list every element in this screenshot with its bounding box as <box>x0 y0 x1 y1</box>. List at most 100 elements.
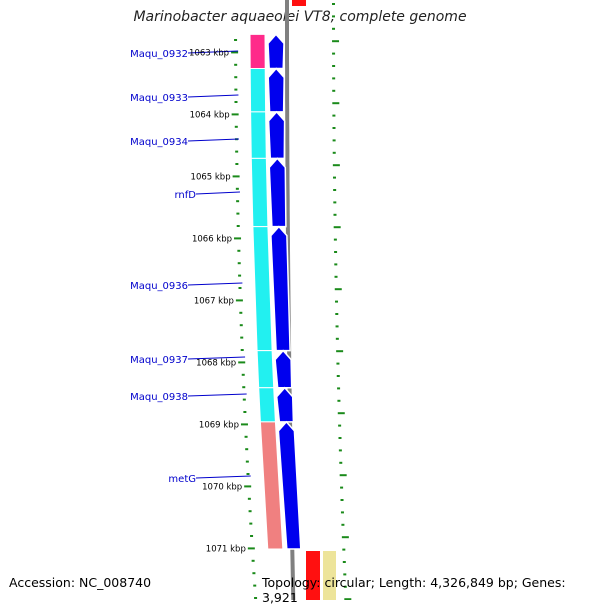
scale-label: 1067 kbp <box>194 297 234 307</box>
scale-tick <box>231 51 239 54</box>
outer-tick <box>333 189 337 191</box>
outer-tick <box>334 251 338 253</box>
gene-label: rnfD <box>175 190 197 201</box>
gene-label: Maqu_0932 <box>130 49 188 60</box>
scale-tick <box>234 237 242 240</box>
scale-tick <box>245 448 249 451</box>
gene-segment <box>250 111 267 159</box>
outer-tick <box>339 474 347 477</box>
gene-label: Maqu_0934 <box>130 137 188 148</box>
scale-tick <box>244 485 252 488</box>
outer-tick <box>332 52 336 55</box>
outer-ticks <box>332 3 352 600</box>
outer-tick <box>332 40 340 43</box>
outer-tick <box>336 362 340 365</box>
scale-tick <box>234 39 238 41</box>
outer-tick <box>332 139 336 142</box>
feature-red-bottom <box>306 551 320 600</box>
gene-label: metG <box>168 474 196 485</box>
cds-track <box>267 33 302 550</box>
scale-tick <box>235 299 243 302</box>
gene-segment <box>249 33 266 69</box>
scale-tick <box>236 212 240 215</box>
scale-tick <box>250 535 254 537</box>
scale-tick <box>240 336 244 339</box>
gene-segment <box>256 350 275 389</box>
scale-tick <box>240 349 244 351</box>
outer-tick <box>332 127 336 129</box>
scale-tick <box>248 510 252 513</box>
gene-label-leader <box>187 138 240 142</box>
gene-label-leader <box>187 282 243 286</box>
gene-segment <box>252 226 273 352</box>
cds-arrow <box>267 33 285 70</box>
scale-tick <box>235 163 239 165</box>
scale-tick <box>247 547 255 550</box>
outer-tick <box>340 486 344 489</box>
scale-tick <box>247 497 251 500</box>
scale-tick <box>238 287 242 289</box>
scale-tick <box>236 200 240 203</box>
outer-tick <box>332 15 336 18</box>
outer-tick <box>337 412 345 415</box>
scale-tick <box>251 559 255 562</box>
feature-track <box>292 0 336 600</box>
outer-tick <box>335 300 339 303</box>
scale-label: 1065 kbp <box>191 173 231 183</box>
outer-tick <box>332 114 336 117</box>
gene-label: Maqu_0936 <box>130 281 188 292</box>
scale-tick <box>238 274 242 277</box>
scale-tick <box>231 113 239 116</box>
scale-tick <box>239 324 243 327</box>
outer-tick <box>334 275 338 278</box>
scale-tick <box>244 435 248 438</box>
scale-label: 1066 kbp <box>192 235 232 245</box>
outer-tick <box>332 89 336 92</box>
outer-tick <box>338 437 342 439</box>
gene-track <box>249 33 284 550</box>
outer-tick <box>334 263 338 266</box>
outer-tick <box>334 288 342 291</box>
outer-tick <box>338 424 342 427</box>
map-title: Marinobacter aquaeolei VT8, complete gen… <box>133 9 467 25</box>
scale-tick <box>236 225 240 227</box>
outer-tick <box>342 561 346 563</box>
gene-label: Maqu_0933 <box>130 93 188 104</box>
outer-tick <box>332 3 336 5</box>
gene-labels: Maqu_0932 Maqu_0933 Maqu_0934 rnfD Maqu_0936… <box>130 49 251 485</box>
scale-tick <box>241 373 245 376</box>
outer-tick <box>332 176 336 179</box>
outer-tick <box>332 77 336 80</box>
outer-tick <box>337 399 341 402</box>
gene-label: Maqu_0938 <box>130 392 188 403</box>
outer-tick <box>339 461 343 464</box>
scale-tick <box>245 460 249 463</box>
gene-segment <box>259 421 284 550</box>
scale-labels: 1063 kbp 1064 kbp 1065 kbp 1066 kbp 1067 kbp… <box>189 49 246 555</box>
cds-arrow <box>267 110 286 160</box>
feature-red-top <box>292 0 306 6</box>
outer-tick <box>343 573 347 576</box>
scale-tick <box>238 361 246 364</box>
gene-label: Maqu_0937 <box>130 355 188 366</box>
scale-label: 1070 kbp <box>202 483 242 493</box>
scale-tick <box>240 423 248 426</box>
scale-label: 1069 kbp <box>199 421 239 431</box>
outer-tick <box>340 499 344 501</box>
scale-tick <box>246 473 250 475</box>
outer-tick <box>332 65 336 67</box>
topology-label: Topology: circular; Length: 4,326,849 bp… <box>262 575 566 605</box>
gene-segment <box>249 68 267 113</box>
scale-tick <box>234 63 238 66</box>
scale-label: 1063 kbp <box>189 49 229 59</box>
outer-tick <box>336 350 344 353</box>
scale-tick <box>232 175 240 178</box>
gene-segment <box>250 157 269 228</box>
scale-tick <box>237 262 241 265</box>
scale-tick <box>235 150 239 153</box>
scale-tick <box>234 101 238 103</box>
outer-tick <box>341 523 345 526</box>
scale-tick <box>242 398 246 401</box>
outer-tick <box>335 325 339 328</box>
